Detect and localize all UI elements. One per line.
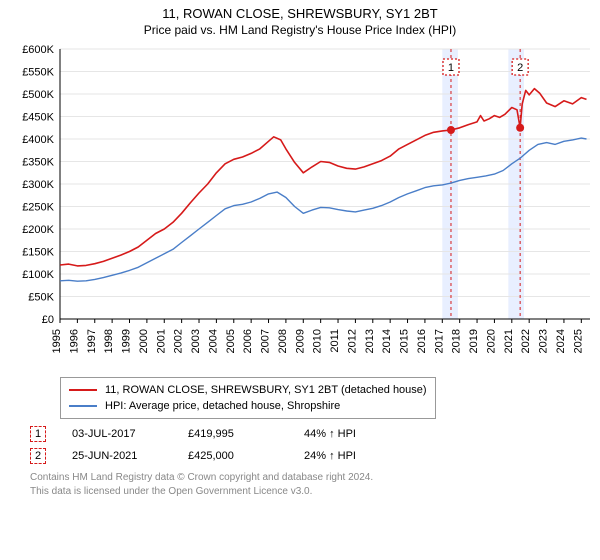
svg-text:2004: 2004 <box>207 329 219 353</box>
svg-text:£400K: £400K <box>22 134 54 146</box>
transaction-number-box: 2 <box>30 448 46 464</box>
svg-text:2003: 2003 <box>190 329 202 353</box>
transaction-price: £419,995 <box>188 428 278 440</box>
attribution: Contains HM Land Registry data © Crown c… <box>30 471 576 498</box>
svg-text:2000: 2000 <box>138 329 150 353</box>
transaction-number-box: 1 <box>30 426 46 442</box>
svg-text:2013: 2013 <box>364 329 376 353</box>
attribution-line: This data is licensed under the Open Gov… <box>30 485 576 499</box>
svg-text:£100K: £100K <box>22 269 54 281</box>
legend-swatch <box>69 405 97 407</box>
svg-text:2009: 2009 <box>294 329 306 353</box>
svg-text:£500K: £500K <box>22 89 54 101</box>
svg-text:1998: 1998 <box>103 329 115 353</box>
svg-text:2020: 2020 <box>485 329 497 353</box>
svg-text:2: 2 <box>517 62 523 74</box>
transaction-date: 25-JUN-2021 <box>72 450 162 462</box>
svg-text:2007: 2007 <box>260 329 272 353</box>
legend-label: HPI: Average price, detached house, Shro… <box>105 400 340 412</box>
svg-text:2025: 2025 <box>572 329 584 353</box>
svg-text:2015: 2015 <box>399 329 411 353</box>
svg-text:2022: 2022 <box>520 329 532 353</box>
svg-text:2021: 2021 <box>503 329 515 353</box>
svg-text:2019: 2019 <box>468 329 480 353</box>
svg-text:2018: 2018 <box>451 329 463 353</box>
svg-text:1997: 1997 <box>86 329 98 353</box>
svg-text:1996: 1996 <box>68 329 80 353</box>
page-subtitle: Price paid vs. HM Land Registry's House … <box>0 21 600 41</box>
svg-text:£450K: £450K <box>22 112 54 124</box>
transactions-table: 1 03-JUL-2017 £419,995 44% ↑ HPI 2 25-JUN-202… <box>30 423 576 467</box>
svg-text:£150K: £150K <box>22 247 54 259</box>
page-title: 11, ROWAN CLOSE, SHREWSBURY, SY1 2BT <box>0 0 600 21</box>
svg-text:2006: 2006 <box>242 329 254 353</box>
svg-text:£350K: £350K <box>22 157 54 169</box>
svg-text:1995: 1995 <box>51 329 63 353</box>
svg-text:2024: 2024 <box>555 329 567 353</box>
svg-text:2011: 2011 <box>329 329 341 353</box>
svg-text:£0: £0 <box>42 314 54 326</box>
legend: 11, ROWAN CLOSE, SHREWSBURY, SY1 2BT (de… <box>60 377 436 419</box>
svg-text:2023: 2023 <box>538 329 550 353</box>
svg-text:£600K: £600K <box>22 44 54 56</box>
transaction-row: 1 03-JUL-2017 £419,995 44% ↑ HPI <box>30 423 576 445</box>
svg-text:2002: 2002 <box>173 329 185 353</box>
svg-text:2016: 2016 <box>416 329 428 353</box>
svg-text:£200K: £200K <box>22 224 54 236</box>
svg-text:£300K: £300K <box>22 179 54 191</box>
legend-item: HPI: Average price, detached house, Shro… <box>69 398 427 414</box>
legend-item: 11, ROWAN CLOSE, SHREWSBURY, SY1 2BT (de… <box>69 382 427 398</box>
price-chart: £0 £50K £100K £150K £200K £250K £300K £350K £400… <box>0 41 600 371</box>
transaction-date: 03-JUL-2017 <box>72 428 162 440</box>
svg-text:£250K: £250K <box>22 202 54 214</box>
svg-text:2010: 2010 <box>312 329 324 353</box>
svg-text:2001: 2001 <box>155 329 167 353</box>
svg-text:£550K: £550K <box>22 67 54 79</box>
svg-text:2008: 2008 <box>277 329 289 353</box>
svg-text:2014: 2014 <box>381 329 393 353</box>
transaction-pct: 44% ↑ HPI <box>304 428 394 440</box>
svg-text:1999: 1999 <box>121 329 133 353</box>
attribution-line: Contains HM Land Registry data © Crown c… <box>30 471 576 485</box>
chart-svg: £0 £50K £100K £150K £200K £250K £300K £350K £400… <box>0 41 600 371</box>
svg-text:2017: 2017 <box>433 329 445 353</box>
transaction-row: 2 25-JUN-2021 £425,000 24% ↑ HPI <box>30 445 576 467</box>
legend-swatch <box>69 389 97 391</box>
svg-text:£50K: £50K <box>28 292 54 304</box>
transaction-price: £425,000 <box>188 450 278 462</box>
svg-text:2012: 2012 <box>346 329 358 353</box>
svg-text:2005: 2005 <box>225 329 237 353</box>
transaction-pct: 24% ↑ HPI <box>304 450 394 462</box>
legend-label: 11, ROWAN CLOSE, SHREWSBURY, SY1 2BT (de… <box>105 384 427 396</box>
svg-text:1: 1 <box>448 62 454 74</box>
